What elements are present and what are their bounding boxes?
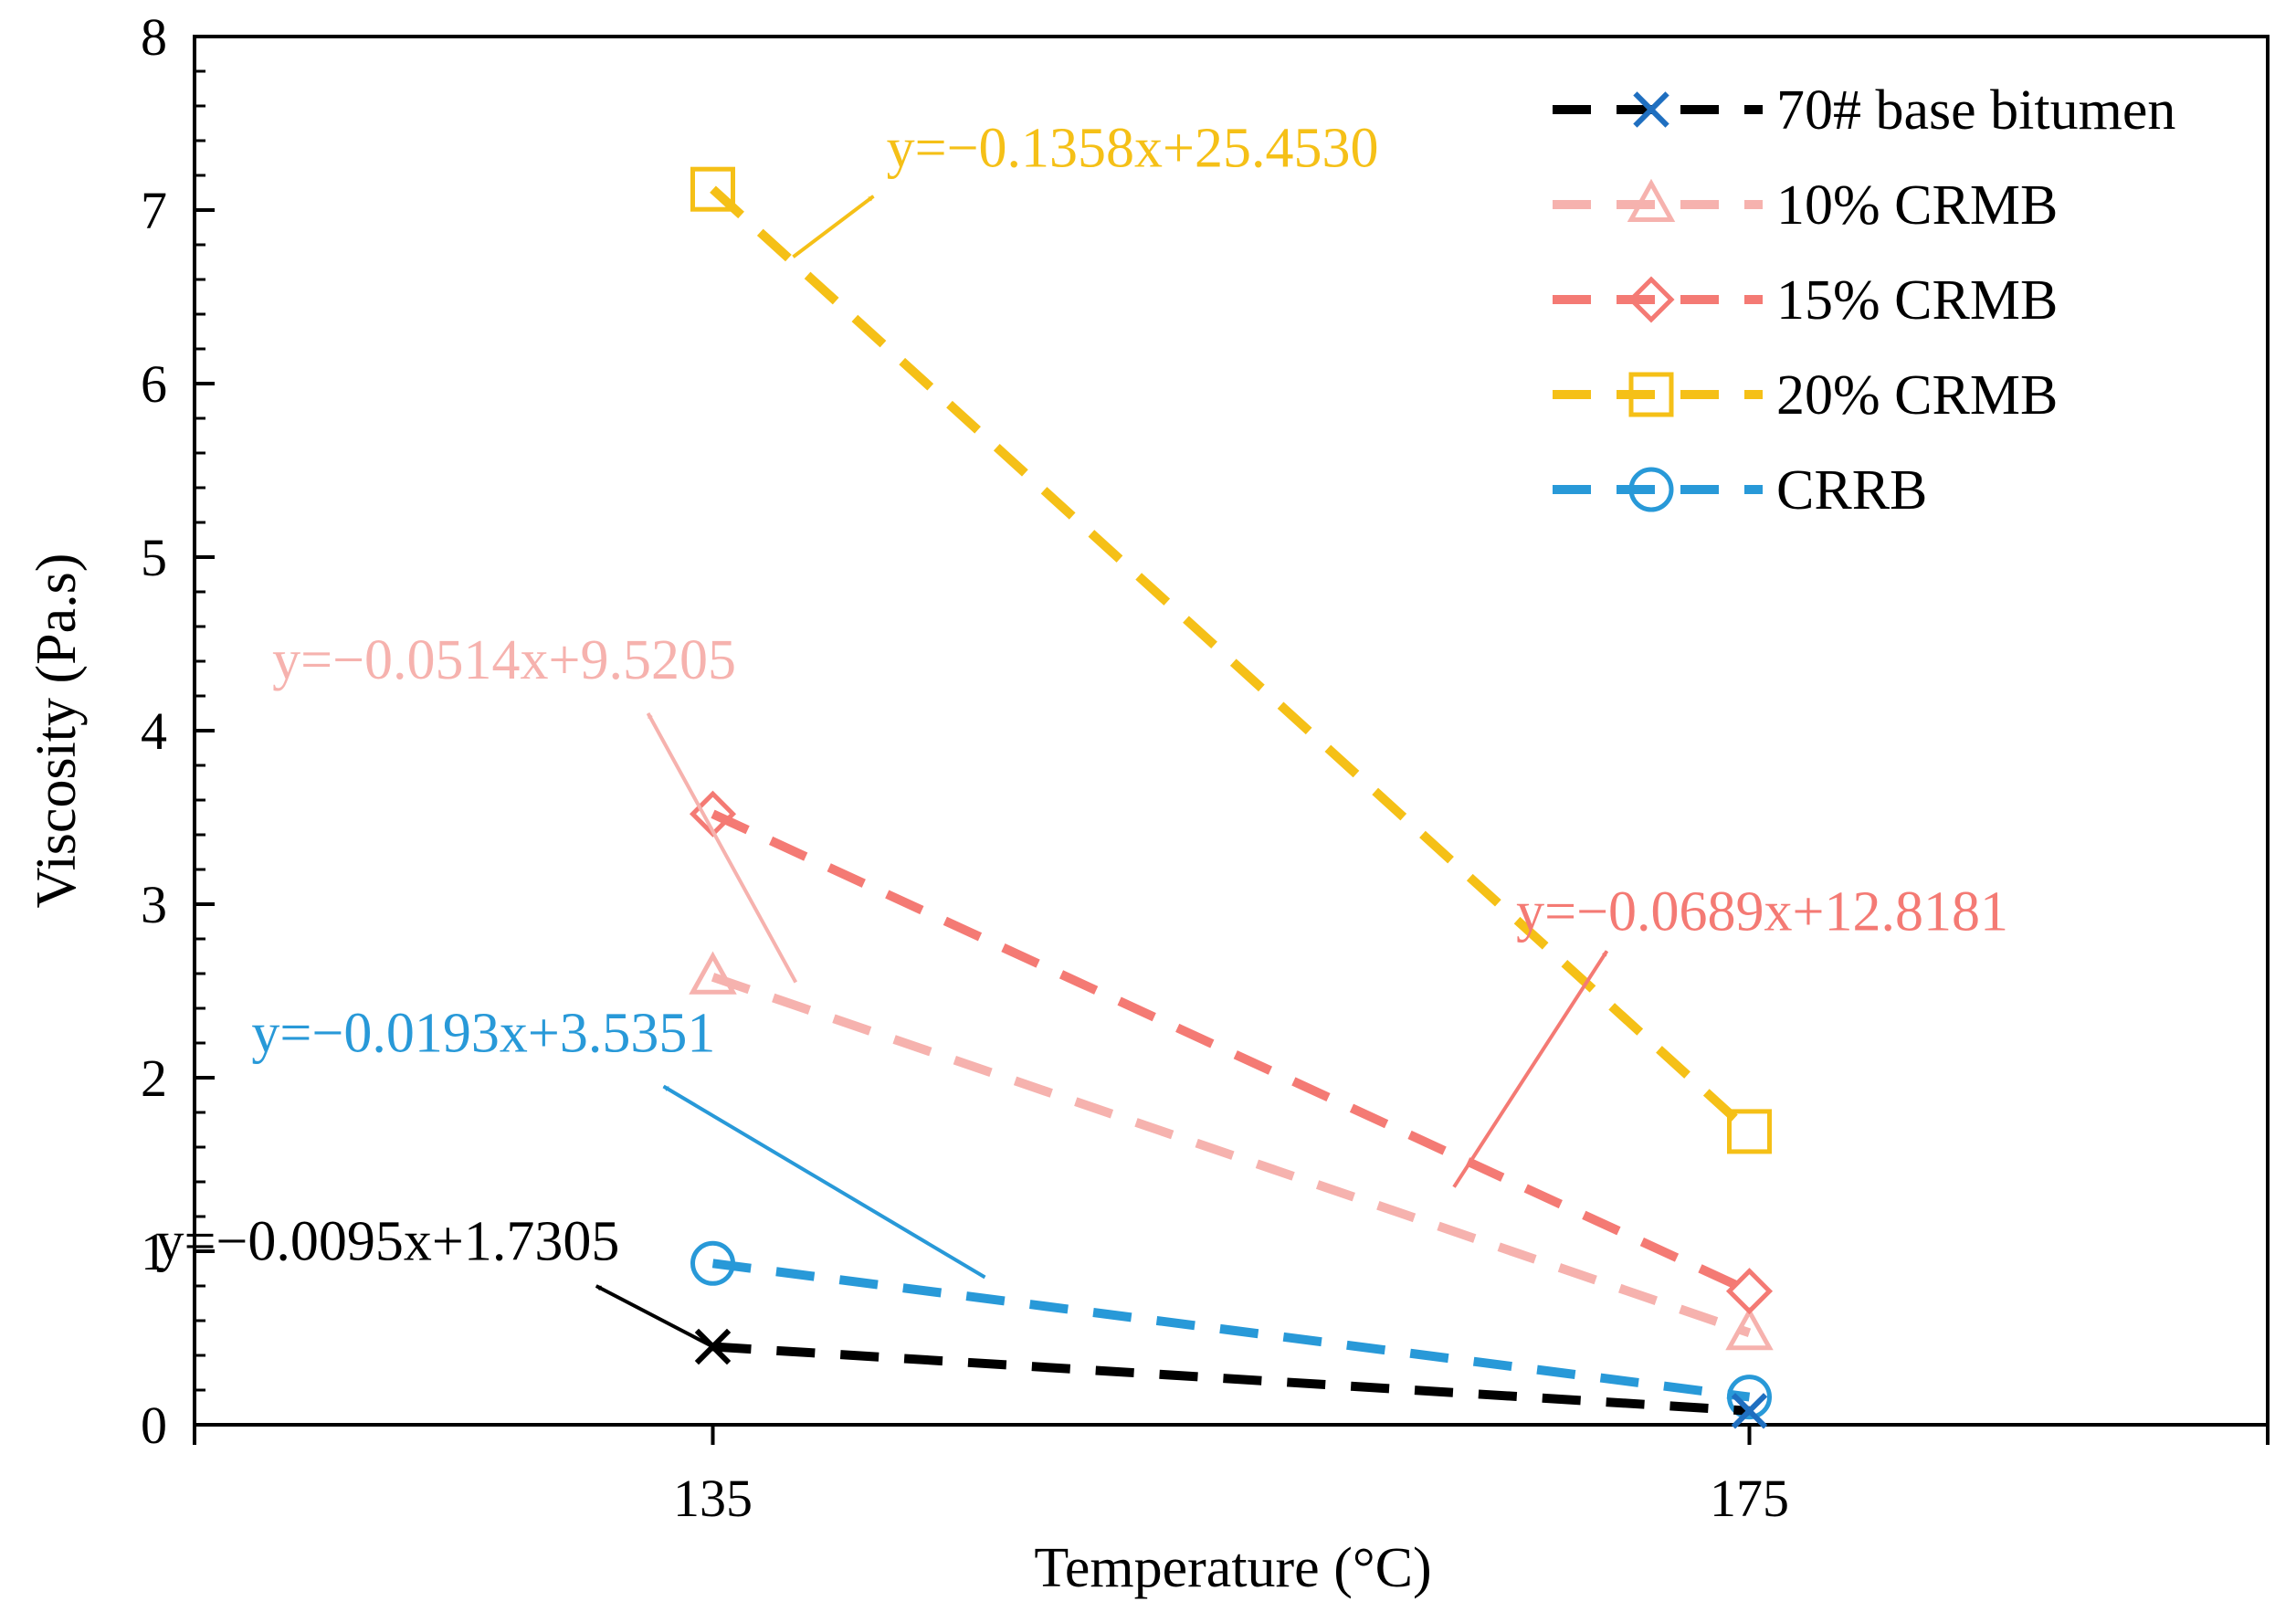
legend-label: CRRB xyxy=(1776,459,1927,522)
equation-label: y=−0.0193x+3.5351 xyxy=(251,1003,715,1065)
y-tick-label: 4 xyxy=(141,701,167,761)
data-point xyxy=(1727,1109,1772,1154)
equation-annotations: y=−0.0095x+1.7305 y=−0.0514x+9.5205 y=−0.0… xyxy=(155,118,2008,1349)
legend-marker xyxy=(1627,276,1675,323)
series-1 xyxy=(689,951,1774,1351)
equation-label: y=−0.0095x+1.7305 xyxy=(155,1211,619,1273)
data-point xyxy=(690,166,735,212)
annotation-arrow xyxy=(792,195,875,258)
series-line xyxy=(712,1342,1750,1416)
legend-marker xyxy=(1633,91,1669,128)
x-axis: 135 175 xyxy=(193,1425,2270,1528)
series-3 xyxy=(690,166,1772,1154)
legend-item: 20% CRMB xyxy=(1553,364,2058,427)
series-line xyxy=(711,1259,1751,1402)
legend-item: CRRB xyxy=(1553,459,1927,522)
data-point xyxy=(1731,1393,1768,1429)
annotation-arrow xyxy=(646,712,798,984)
series-4 xyxy=(690,1240,1772,1420)
y-tick-label: 1 xyxy=(141,1222,167,1281)
legend-marker-stroke xyxy=(1633,91,1669,128)
y-tick-label: 5 xyxy=(141,528,167,587)
y-tick-label: 2 xyxy=(141,1048,167,1108)
legend-item: 10% CRMB xyxy=(1553,174,2058,237)
y-tick-label: 7 xyxy=(141,181,167,240)
y-axis-title: Viscosity (Pa.s) xyxy=(26,553,88,909)
legend-marker xyxy=(1628,372,1674,417)
legend-item: 15% CRMB xyxy=(1553,269,2058,332)
series-line xyxy=(710,185,1753,1135)
legend: 70# base bitumen 10% CRMB 15% CRMB 20% CRMB… xyxy=(1553,79,2175,522)
legend-item: 70# base bitumen xyxy=(1553,79,2175,142)
series-2 xyxy=(689,790,1774,1315)
data-point xyxy=(1727,1375,1772,1420)
legend-label: 15% CRMB xyxy=(1776,269,2058,332)
annotation-arrow xyxy=(595,1284,714,1349)
equation-label: y=−0.0514x+9.5205 xyxy=(272,629,736,691)
y-tick-label: 3 xyxy=(141,875,167,934)
x-tick-label: 135 xyxy=(673,1469,753,1528)
x-axis-title: Temperature (°C) xyxy=(1034,1537,1431,1599)
annotation-arrow xyxy=(662,1084,986,1280)
legend-label: 10% CRMB xyxy=(1776,174,2058,237)
data-point xyxy=(690,1240,735,1286)
x-tick-label: 175 xyxy=(1710,1469,1789,1528)
legend-marker xyxy=(1628,467,1674,512)
legend-label: 70# base bitumen xyxy=(1776,79,2175,142)
series-line xyxy=(711,973,1752,1338)
y-tick-label: 0 xyxy=(141,1396,167,1455)
equation-label: y=−0.1358x+25.4530 xyxy=(887,118,1379,180)
data-point xyxy=(1725,1307,1774,1351)
series-layer xyxy=(689,166,1774,1429)
legend-marker xyxy=(1627,178,1676,222)
y-axis: 0 1 2 3 4 5 6 7 8 xyxy=(141,7,215,1455)
data-point-stroke xyxy=(1731,1393,1768,1429)
data-point xyxy=(1725,1268,1774,1315)
legend-label: 20% CRMB xyxy=(1776,364,2058,427)
data-point xyxy=(689,951,737,995)
equation-label: y=−0.0689x+12.8181 xyxy=(1516,881,2008,943)
y-tick-label: 8 xyxy=(141,7,167,67)
annotation-arrow xyxy=(1452,950,1609,1188)
y-tick-label: 6 xyxy=(141,354,167,414)
